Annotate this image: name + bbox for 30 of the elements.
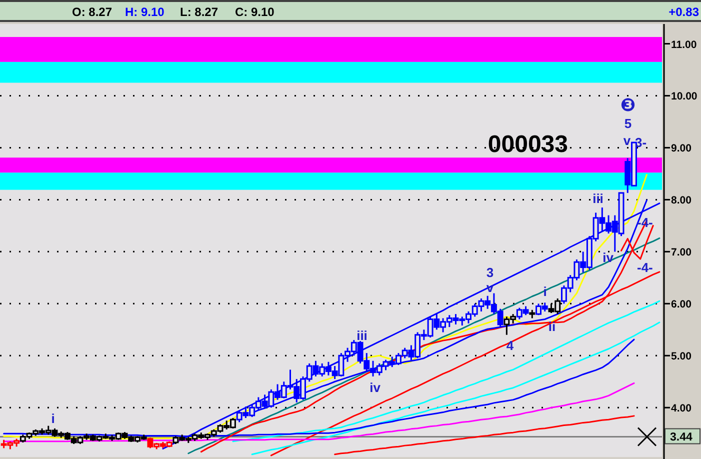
text: H: 9.10 <box>125 5 165 19</box>
text: 000033 <box>488 131 568 158</box>
line-series <box>232 300 660 442</box>
text: +0.83 <box>668 5 700 19</box>
line-series <box>334 415 635 456</box>
annotation: iv <box>370 380 382 395</box>
text: L: 8.27 <box>180 5 218 19</box>
ref-line-label: 3.44 <box>670 432 693 444</box>
annotation: 5 <box>624 116 632 131</box>
annotation: iii <box>356 328 368 343</box>
annotation: ii <box>548 319 556 334</box>
y-tick-label: 6.00 <box>671 298 692 311</box>
annotation: 3- <box>635 135 647 150</box>
annotation: ❸ <box>620 95 636 116</box>
y-tick-label: 7.00 <box>671 246 692 259</box>
text: C: 9.10 <box>235 5 275 19</box>
annotation: v <box>623 133 632 148</box>
annotation: -4- <box>637 260 653 275</box>
y-tick-label: 10.00 <box>671 90 698 103</box>
y-tick-label: 9.00 <box>671 142 692 155</box>
annotation: i <box>543 284 547 299</box>
y-tick-label: 8.00 <box>671 194 692 207</box>
annotation: i <box>51 411 55 426</box>
y-tick-label: 11.00 <box>671 38 697 51</box>
y-tick-label: 5.00 <box>671 350 692 363</box>
annotation: iii <box>592 191 604 206</box>
annotation: 3 <box>486 265 494 280</box>
text: O: 8.27 <box>72 5 112 19</box>
y-tick-label: 4.00 <box>671 402 692 415</box>
line-series <box>251 322 660 456</box>
